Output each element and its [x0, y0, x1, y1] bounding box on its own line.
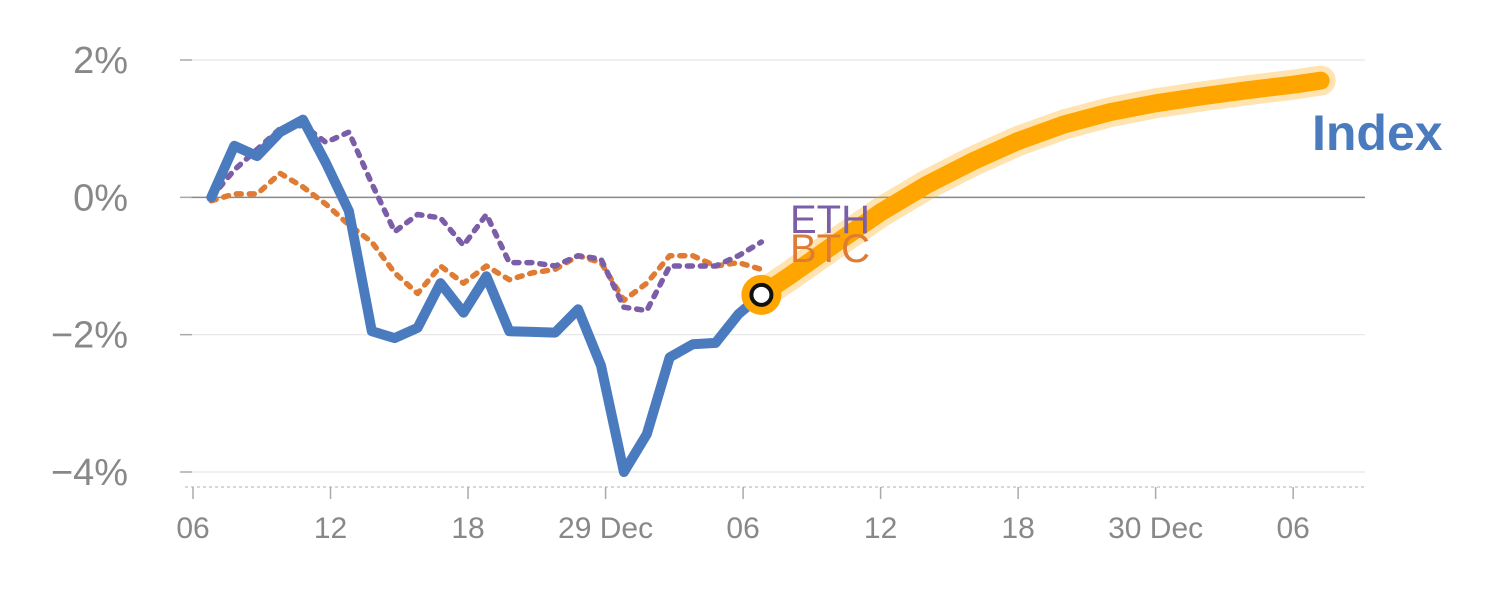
series-label-eth: ETH: [790, 198, 870, 242]
series-labels: ETH BTC Index: [790, 105, 1443, 271]
y-tick-label: 2%: [73, 40, 128, 82]
series-lines: [206, 65, 1336, 477]
x-tick-label: 30 Dec: [1108, 512, 1203, 545]
projection-line: [752, 71, 1330, 304]
series-line-btc: [208, 170, 765, 304]
series-label-btc: BTC: [790, 227, 870, 271]
y-tick-label: 0%: [73, 177, 128, 219]
x-tick-label: 06: [1276, 512, 1309, 545]
x-tick-label: 18: [451, 512, 484, 545]
y-tick-label: −4%: [51, 452, 128, 494]
x-tick-label: 12: [314, 512, 347, 545]
x-tick-label: 06: [176, 512, 209, 545]
axes: 2% 0% −2% −4% 06 12 18 29 Dec 06 12 18 30 Dec 06: [51, 40, 1365, 545]
x-tick-label: 29 Dec: [558, 512, 653, 545]
x-tick-label: 06: [726, 512, 759, 545]
index-marker: [749, 282, 774, 307]
series-line-index: [206, 114, 767, 477]
x-tick-label: 12: [864, 512, 897, 545]
y-tick-label: −2%: [51, 315, 128, 357]
series-label-index: Index: [1312, 105, 1443, 161]
x-tick-label: 18: [1001, 512, 1034, 545]
